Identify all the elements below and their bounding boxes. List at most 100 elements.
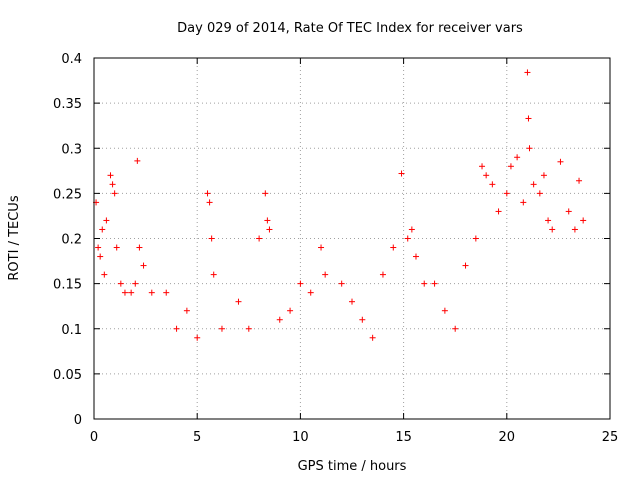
x-tick-label: 25 xyxy=(602,430,619,445)
data-point xyxy=(132,280,139,287)
data-point xyxy=(557,158,564,165)
data-point xyxy=(134,157,141,164)
data-point xyxy=(101,271,108,278)
data-point xyxy=(148,289,155,296)
data-point xyxy=(571,226,578,233)
data-point xyxy=(431,280,438,287)
data-point xyxy=(452,325,459,332)
data-point xyxy=(128,289,135,296)
data-point xyxy=(503,190,510,197)
data-point xyxy=(483,172,490,179)
data-point xyxy=(349,298,355,305)
data-point xyxy=(245,325,252,332)
data-point xyxy=(526,145,533,152)
data-point xyxy=(545,217,552,224)
y-tick-label: 0.35 xyxy=(53,97,82,112)
data-point xyxy=(208,235,215,242)
data-point xyxy=(218,325,225,332)
data-point xyxy=(307,289,314,296)
data-point xyxy=(109,181,116,188)
data-point xyxy=(206,199,213,206)
data-point xyxy=(113,244,120,251)
data-point xyxy=(404,235,411,242)
y-tick-label: 0.4 xyxy=(61,52,82,67)
y-axis-label: ROTI / TECUs xyxy=(7,195,22,280)
data-point xyxy=(540,172,547,179)
y-tick-labels: 0 0.05 0.1 0.15 0.2 0.25 0.3 0.35 0.4 xyxy=(53,52,82,428)
data-point xyxy=(495,208,502,215)
data-point xyxy=(379,271,386,278)
data-point xyxy=(520,199,527,206)
data-point xyxy=(117,280,124,287)
data-point xyxy=(204,190,211,197)
data-point xyxy=(276,316,283,323)
data-point xyxy=(322,271,329,278)
data-point xyxy=(97,253,104,260)
data-point xyxy=(121,289,128,296)
y-tick-label: 0.2 xyxy=(61,233,82,248)
data-point xyxy=(525,115,532,122)
axis-ticks xyxy=(93,57,611,420)
data-point xyxy=(318,244,325,251)
data-point xyxy=(194,334,201,341)
data-point xyxy=(183,307,190,314)
data-point xyxy=(210,271,217,278)
data-point xyxy=(514,154,521,161)
x-tick-label: 0 xyxy=(90,430,98,445)
data-point xyxy=(256,235,263,242)
data-point xyxy=(507,163,514,170)
chart-title: Day 029 of 2014, Rate Of TEC Index for r… xyxy=(177,21,523,36)
data-point xyxy=(479,163,486,170)
y-tick-label: 0.15 xyxy=(53,278,82,293)
data-point xyxy=(565,208,572,215)
data-point xyxy=(264,217,271,224)
y-tick-label: 0.1 xyxy=(61,323,82,338)
data-point xyxy=(262,190,269,197)
data-point xyxy=(369,334,376,341)
data-point xyxy=(95,244,102,251)
x-tick-label: 20 xyxy=(499,430,516,445)
plot-frame xyxy=(93,57,611,420)
x-axis-label: GPS time / hours xyxy=(298,459,407,474)
data-point xyxy=(338,280,345,287)
data-point xyxy=(359,316,366,323)
data-point xyxy=(136,244,143,251)
data-point xyxy=(408,226,415,233)
data-point xyxy=(549,226,556,233)
data-point xyxy=(412,253,419,260)
data-point xyxy=(163,289,170,296)
data-point xyxy=(99,226,106,233)
data-point xyxy=(576,177,583,184)
grid-lines xyxy=(94,58,610,419)
x-tick-label: 15 xyxy=(395,430,412,445)
data-point xyxy=(421,280,428,287)
y-tick-label: 0.05 xyxy=(53,368,82,383)
data-point xyxy=(462,262,469,269)
data-point xyxy=(103,217,110,224)
y-tick-label: 0 xyxy=(74,413,82,428)
data-point xyxy=(536,190,543,197)
data-point xyxy=(441,307,448,314)
data-point xyxy=(107,172,114,179)
data-point xyxy=(173,325,180,332)
data-point xyxy=(580,217,587,224)
x-tick-label: 10 xyxy=(292,430,309,445)
y-tick-label: 0.3 xyxy=(61,142,82,157)
data-point xyxy=(472,235,479,242)
data-point xyxy=(266,226,273,233)
data-point xyxy=(530,181,537,188)
data-point xyxy=(111,190,118,197)
x-tick-labels: 0 5 10 15 20 25 xyxy=(90,430,618,445)
data-point xyxy=(297,280,304,287)
data-point xyxy=(524,69,531,76)
data-point xyxy=(398,170,405,177)
y-tick-label: 0.25 xyxy=(53,187,82,202)
data-point xyxy=(140,262,147,269)
data-point xyxy=(489,181,496,188)
data-points xyxy=(93,69,587,341)
data-point xyxy=(287,307,294,314)
x-tick-label: 5 xyxy=(193,430,201,445)
data-point xyxy=(235,298,242,305)
data-point xyxy=(390,244,397,251)
